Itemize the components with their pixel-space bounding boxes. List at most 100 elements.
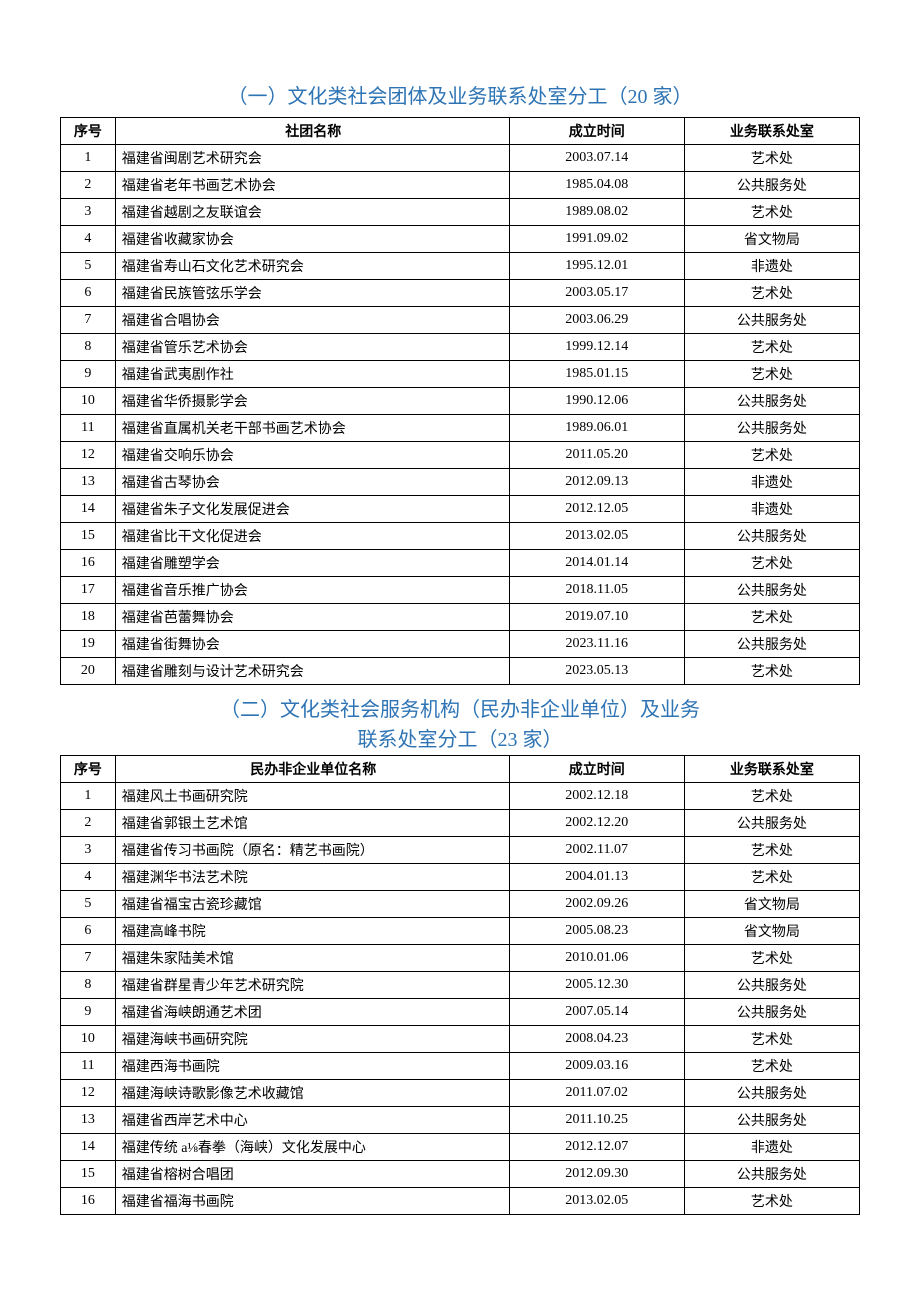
table-row: 3福建省传习书画院（原名：精艺书画院）2002.11.07艺术处 — [61, 837, 860, 864]
section2-title-line1: （二）文化类社会服务机构（民办非企业单位）及业务 — [220, 699, 700, 721]
table-header-row: 序号 民办非企业单位名称 成立时间 业务联系处室 — [61, 756, 860, 783]
cell-name: 福建高峰书院 — [115, 918, 509, 945]
cell-name: 福建省武夷剧作社 — [115, 361, 509, 388]
cell-seq: 7 — [61, 307, 116, 334]
cell-dept: 艺术处 — [684, 1053, 859, 1080]
table-row: 14福建传统 a⅛春拳（海峡）文化发展中心2012.12.07非遗处 — [61, 1134, 860, 1161]
cell-dept: 省文物局 — [684, 891, 859, 918]
cell-date: 2004.01.13 — [509, 864, 684, 891]
cell-dept: 艺术处 — [684, 334, 859, 361]
cell-dept: 艺术处 — [684, 945, 859, 972]
cell-date: 2010.01.06 — [509, 945, 684, 972]
cell-dept: 非遗处 — [684, 496, 859, 523]
cell-date: 2012.09.13 — [509, 469, 684, 496]
header-seq: 序号 — [61, 756, 116, 783]
cell-dept: 艺术处 — [684, 145, 859, 172]
table-row: 1福建省闽剧艺术研究会2003.07.14艺术处 — [61, 145, 860, 172]
cell-name: 福建传统 a⅛春拳（海峡）文化发展中心 — [115, 1134, 509, 1161]
cell-date: 2002.11.07 — [509, 837, 684, 864]
cell-date: 2009.03.16 — [509, 1053, 684, 1080]
table-row: 15福建省榕树合唱团2012.09.30公共服务处 — [61, 1161, 860, 1188]
cell-name: 福建省传习书画院（原名：精艺书画院） — [115, 837, 509, 864]
cell-seq: 20 — [61, 658, 116, 685]
cell-date: 2002.12.20 — [509, 810, 684, 837]
header-date: 成立时间 — [509, 756, 684, 783]
cell-date: 2002.12.18 — [509, 783, 684, 810]
cell-date: 2005.08.23 — [509, 918, 684, 945]
cell-seq: 2 — [61, 172, 116, 199]
table-row: 2福建省老年书画艺术协会1985.04.08公共服务处 — [61, 172, 860, 199]
table-row: 9福建省海峡朗通艺术团2007.05.14公共服务处 — [61, 999, 860, 1026]
table-row: 12福建省交响乐协会2011.05.20艺术处 — [61, 442, 860, 469]
cell-name: 福建省古琴协会 — [115, 469, 509, 496]
cell-date: 2003.07.14 — [509, 145, 684, 172]
cell-name: 福建省雕塑学会 — [115, 550, 509, 577]
cell-seq: 11 — [61, 1053, 116, 1080]
cell-seq: 3 — [61, 837, 116, 864]
cell-seq: 15 — [61, 523, 116, 550]
cell-seq: 11 — [61, 415, 116, 442]
table-row: 10福建海峡书画研究院2008.04.23艺术处 — [61, 1026, 860, 1053]
cell-dept: 艺术处 — [684, 658, 859, 685]
cell-date: 1991.09.02 — [509, 226, 684, 253]
cell-dept: 公共服务处 — [684, 999, 859, 1026]
cell-seq: 16 — [61, 1188, 116, 1215]
cell-date: 2002.09.26 — [509, 891, 684, 918]
cell-dept: 艺术处 — [684, 1188, 859, 1215]
cell-date: 2003.06.29 — [509, 307, 684, 334]
cell-name: 福建省街舞协会 — [115, 631, 509, 658]
cell-dept: 公共服务处 — [684, 1161, 859, 1188]
cell-date: 1989.06.01 — [509, 415, 684, 442]
cell-name: 福建省郭银土艺术馆 — [115, 810, 509, 837]
cell-dept: 公共服务处 — [684, 577, 859, 604]
cell-dept: 艺术处 — [684, 442, 859, 469]
cell-date: 1989.08.02 — [509, 199, 684, 226]
cell-seq: 3 — [61, 199, 116, 226]
cell-name: 福建省华侨摄影学会 — [115, 388, 509, 415]
table-row: 18福建省芭蕾舞协会2019.07.10艺术处 — [61, 604, 860, 631]
cell-date: 1990.12.06 — [509, 388, 684, 415]
cell-dept: 艺术处 — [684, 837, 859, 864]
cell-dept: 艺术处 — [684, 604, 859, 631]
cell-name: 福建渊华书法艺术院 — [115, 864, 509, 891]
cell-name: 福建省音乐推广协会 — [115, 577, 509, 604]
cell-name: 福建省收藏家协会 — [115, 226, 509, 253]
cell-seq: 12 — [61, 442, 116, 469]
header-dept: 业务联系处室 — [684, 756, 859, 783]
cell-name: 福建省管乐艺术协会 — [115, 334, 509, 361]
table-row: 19福建省街舞协会2023.11.16公共服务处 — [61, 631, 860, 658]
section2-table: 序号 民办非企业单位名称 成立时间 业务联系处室 1福建风土书画研究院2002.… — [60, 755, 860, 1215]
cell-seq: 14 — [61, 1134, 116, 1161]
cell-name: 福建海峡书画研究院 — [115, 1026, 509, 1053]
cell-dept: 艺术处 — [684, 783, 859, 810]
cell-name: 福建省寿山石文化艺术研究会 — [115, 253, 509, 280]
table-row: 10福建省华侨摄影学会1990.12.06公共服务处 — [61, 388, 860, 415]
header-seq: 序号 — [61, 118, 116, 145]
table-row: 7福建朱家陆美术馆2010.01.06艺术处 — [61, 945, 860, 972]
cell-dept: 公共服务处 — [684, 1107, 859, 1134]
cell-seq: 16 — [61, 550, 116, 577]
cell-date: 2012.12.05 — [509, 496, 684, 523]
cell-date: 1995.12.01 — [509, 253, 684, 280]
cell-name: 福建省福宝古瓷珍藏馆 — [115, 891, 509, 918]
table-row: 16福建省雕塑学会2014.01.14艺术处 — [61, 550, 860, 577]
table-row: 5福建省寿山石文化艺术研究会1995.12.01非遗处 — [61, 253, 860, 280]
cell-seq: 13 — [61, 469, 116, 496]
cell-seq: 2 — [61, 810, 116, 837]
table-row: 8福建省管乐艺术协会1999.12.14艺术处 — [61, 334, 860, 361]
cell-seq: 4 — [61, 864, 116, 891]
table-row: 6福建省民族管弦乐学会2003.05.17艺术处 — [61, 280, 860, 307]
cell-dept: 公共服务处 — [684, 523, 859, 550]
cell-seq: 8 — [61, 972, 116, 999]
table-header-row: 序号 社团名称 成立时间 业务联系处室 — [61, 118, 860, 145]
cell-name: 福建省老年书画艺术协会 — [115, 172, 509, 199]
cell-dept: 省文物局 — [684, 226, 859, 253]
cell-date: 2019.07.10 — [509, 604, 684, 631]
cell-name: 福建西海书画院 — [115, 1053, 509, 1080]
cell-date: 2012.12.07 — [509, 1134, 684, 1161]
table-row: 11福建省直属机关老干部书画艺术协会1989.06.01公共服务处 — [61, 415, 860, 442]
cell-seq: 5 — [61, 891, 116, 918]
table-row: 14福建省朱子文化发展促进会2012.12.05非遗处 — [61, 496, 860, 523]
cell-dept: 公共服务处 — [684, 1080, 859, 1107]
cell-date: 2011.10.25 — [509, 1107, 684, 1134]
